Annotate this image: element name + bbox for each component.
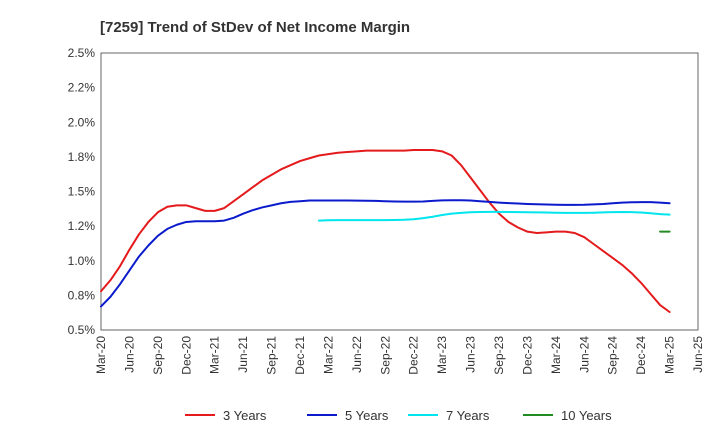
x-tick-label: Jun-21 [236, 336, 250, 373]
legend-label: 10 Years [561, 408, 612, 423]
x-tick-label: Sep-21 [265, 336, 279, 375]
series-line-7-years [317, 210, 671, 222]
plot-border [100, 52, 699, 331]
x-tick-label: Jun-25 [691, 336, 705, 373]
x-tick-label: Sep-24 [606, 336, 620, 375]
x-tick-label: Jun-23 [464, 336, 478, 373]
series-lines [100, 148, 671, 313]
plot-frame [100, 52, 699, 331]
x-tick-label: Mar-23 [435, 336, 449, 374]
x-tick-label: Mar-25 [663, 336, 677, 374]
plot-area [101, 53, 698, 330]
legend-label: 7 Years [446, 408, 490, 423]
x-tick-label: Dec-21 [293, 336, 307, 375]
y-tick-label: 1.0% [68, 254, 96, 268]
x-tick-label: Sep-23 [492, 336, 506, 375]
y-tick-label: 2.0% [68, 115, 96, 129]
y-tick-label: 1.2% [68, 219, 96, 233]
y-tick-label: 0.8% [68, 288, 96, 302]
x-tick-label: Dec-20 [179, 336, 193, 375]
legend-label: 5 Years [345, 408, 389, 423]
x-tick-label: Dec-22 [407, 336, 421, 375]
x-tick-label: Jun-24 [577, 336, 591, 373]
x-tick-label: Mar-24 [549, 336, 563, 374]
x-tick-label: Dec-24 [634, 336, 648, 375]
chart-title: [7259] Trend of StDev of Net Income Marg… [100, 19, 410, 36]
x-tick-label: Mar-21 [208, 336, 222, 374]
x-tick-label: Jun-22 [350, 336, 364, 373]
y-tick-label: 1.5% [68, 185, 96, 199]
x-axis-ticks: Mar-20 Jun-20 Sep-20 Dec-20 Mar-21 Jun-21 Sep-… [94, 336, 705, 375]
x-tick-label: Sep-22 [378, 336, 392, 375]
legend-label: 3 Years [223, 408, 267, 423]
x-tick-label: Jun-20 [122, 336, 136, 373]
y-tick-label: 1.8% [68, 150, 96, 164]
x-tick-label: Dec-23 [520, 336, 534, 375]
legend: 3 Years 5 Years 7 Years 10 Years [185, 408, 612, 423]
x-tick-label: Mar-20 [94, 336, 108, 374]
y-tick-label: 2.2% [68, 81, 96, 95]
y-tick-label: 0.5% [68, 323, 96, 337]
series-line-3-years [100, 148, 671, 313]
x-tick-label: Sep-20 [151, 336, 165, 375]
x-tick-label: Mar-22 [321, 336, 335, 374]
y-axis-ticks: 2.5% 2.2% 2.0% 1.8% 1.5% 1.2% 1.0% 0.8% 0.5% [68, 46, 96, 337]
y-tick-label: 2.5% [68, 46, 96, 60]
series-line-5-years [100, 199, 671, 308]
